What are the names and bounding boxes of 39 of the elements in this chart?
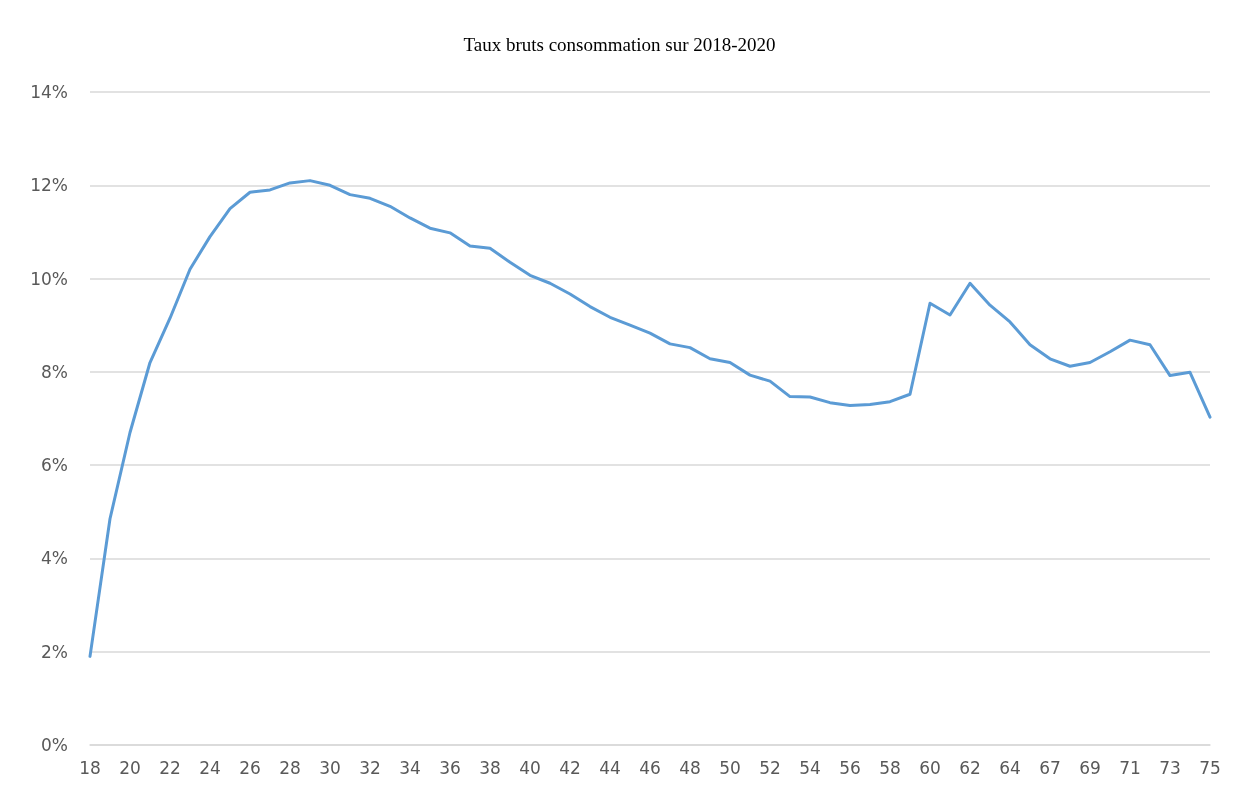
x-tick-label: 42 bbox=[559, 757, 581, 778]
x-tick-label: 18 bbox=[79, 757, 101, 778]
x-tick-label: 69 bbox=[1079, 757, 1101, 778]
x-tick-label: 22 bbox=[159, 757, 181, 778]
x-tick-label: 44 bbox=[599, 757, 621, 778]
x-tick-label: 38 bbox=[479, 757, 501, 778]
x-tick-label: 36 bbox=[439, 757, 461, 778]
x-tick-label: 71 bbox=[1119, 757, 1141, 778]
x-tick-label: 26 bbox=[239, 757, 261, 778]
x-tick-label: 20 bbox=[119, 757, 141, 778]
x-tick-label: 52 bbox=[759, 757, 781, 778]
x-tick-label: 73 bbox=[1159, 757, 1181, 778]
x-tick-label: 46 bbox=[639, 757, 661, 778]
x-tick-label: 34 bbox=[399, 757, 421, 778]
y-tick-label: 2% bbox=[41, 641, 68, 662]
line-series bbox=[88, 179, 1212, 658]
x-tick-label: 75 bbox=[1199, 757, 1221, 778]
x-tick-label: 24 bbox=[199, 757, 221, 778]
x-tick-label: 48 bbox=[679, 757, 701, 778]
x-tick-label: 50 bbox=[719, 757, 741, 778]
x-tick-label: 28 bbox=[279, 757, 301, 778]
y-tick-label: 10% bbox=[30, 268, 68, 289]
y-tick-label: 12% bbox=[30, 175, 68, 196]
x-tick-label: 30 bbox=[319, 757, 341, 778]
x-tick-label: 60 bbox=[919, 757, 941, 778]
y-tick-label: 14% bbox=[30, 82, 68, 102]
x-tick-label: 40 bbox=[519, 757, 541, 778]
y-tick-label: 4% bbox=[41, 548, 68, 569]
x-tick-label: 64 bbox=[999, 757, 1021, 778]
y-tick-label: 0% bbox=[41, 735, 68, 755]
chart-title: Taux bruts consommation sur 2018-2020 bbox=[463, 34, 776, 55]
y-tick-label: 8% bbox=[41, 361, 68, 382]
x-tick-label: 58 bbox=[879, 757, 901, 778]
x-tick-label: 56 bbox=[839, 757, 861, 778]
x-tick-label: 62 bbox=[959, 757, 981, 778]
x-tick-label: 67 bbox=[1039, 757, 1061, 778]
x-tick-label: 54 bbox=[799, 757, 821, 778]
y-tick-label: 6% bbox=[41, 455, 68, 476]
x-tick-label: 32 bbox=[359, 757, 381, 778]
